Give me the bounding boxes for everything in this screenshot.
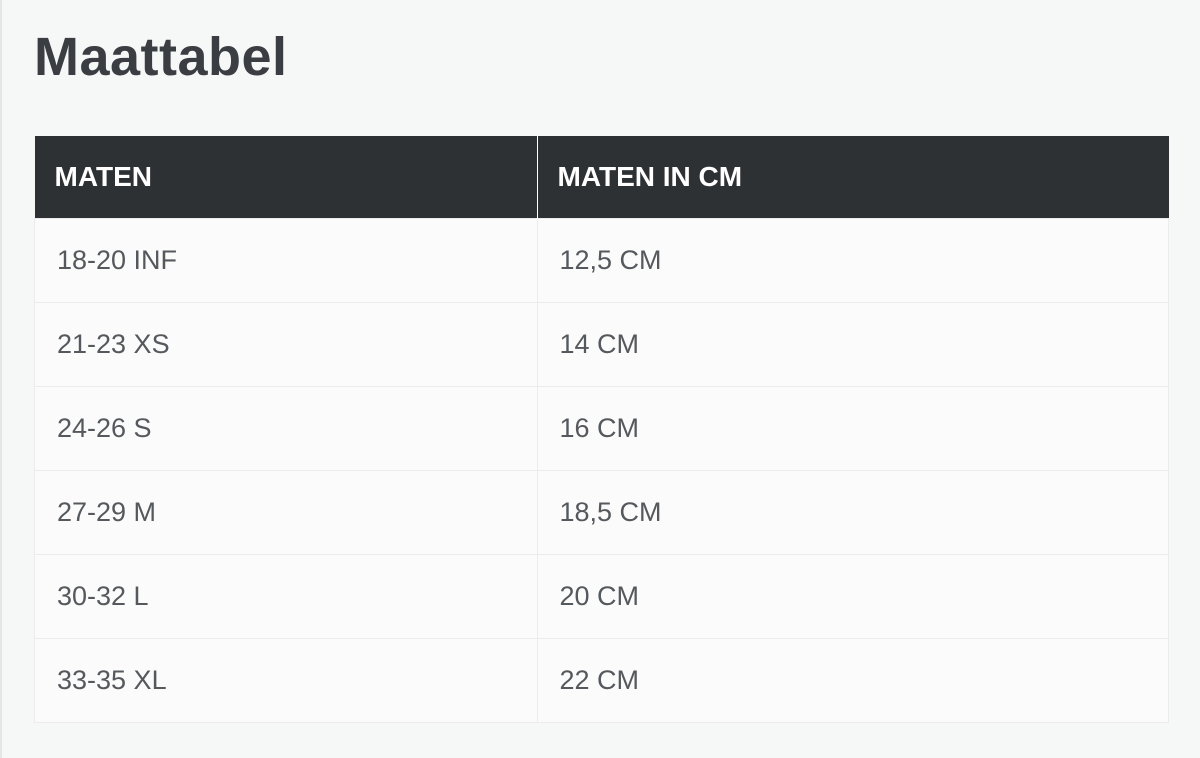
size-cm-cell: 20 CM [536, 554, 1169, 639]
table-header-row: MATEN MATEN IN CM [34, 136, 1169, 219]
size-cm-cell: 22 CM [536, 638, 1169, 723]
size-cell: 33-35 XL [34, 638, 538, 723]
header-sizes-cm: MATEN IN CM [536, 136, 1169, 219]
size-cell: 27-29 M [34, 470, 538, 555]
header-sizes: MATEN [34, 136, 537, 219]
table-row: 21-23 XS 14 CM [34, 302, 1169, 387]
table-row: 18-20 INF 12,5 CM [34, 218, 1169, 303]
table-row: 24-26 S 16 CM [34, 386, 1169, 471]
size-cell: 24-26 S [34, 386, 538, 471]
table-row: 30-32 L 20 CM [34, 554, 1169, 639]
size-cell: 30-32 L [34, 554, 538, 639]
page-title: Maattabel [34, 27, 288, 87]
size-cell: 21-23 XS [34, 302, 538, 387]
size-cm-cell: 16 CM [536, 386, 1169, 471]
size-cm-cell: 18,5 CM [536, 470, 1169, 555]
size-cm-cell: 12,5 CM [536, 218, 1169, 303]
table-row: 33-35 XL 22 CM [34, 638, 1169, 723]
table-row: 27-29 M 18,5 CM [34, 470, 1169, 555]
size-cm-cell: 14 CM [536, 302, 1169, 387]
size-table: MATEN MATEN IN CM 18-20 INF 12,5 CM 21-23 … [34, 136, 1169, 723]
size-cell: 18-20 INF [34, 218, 538, 303]
